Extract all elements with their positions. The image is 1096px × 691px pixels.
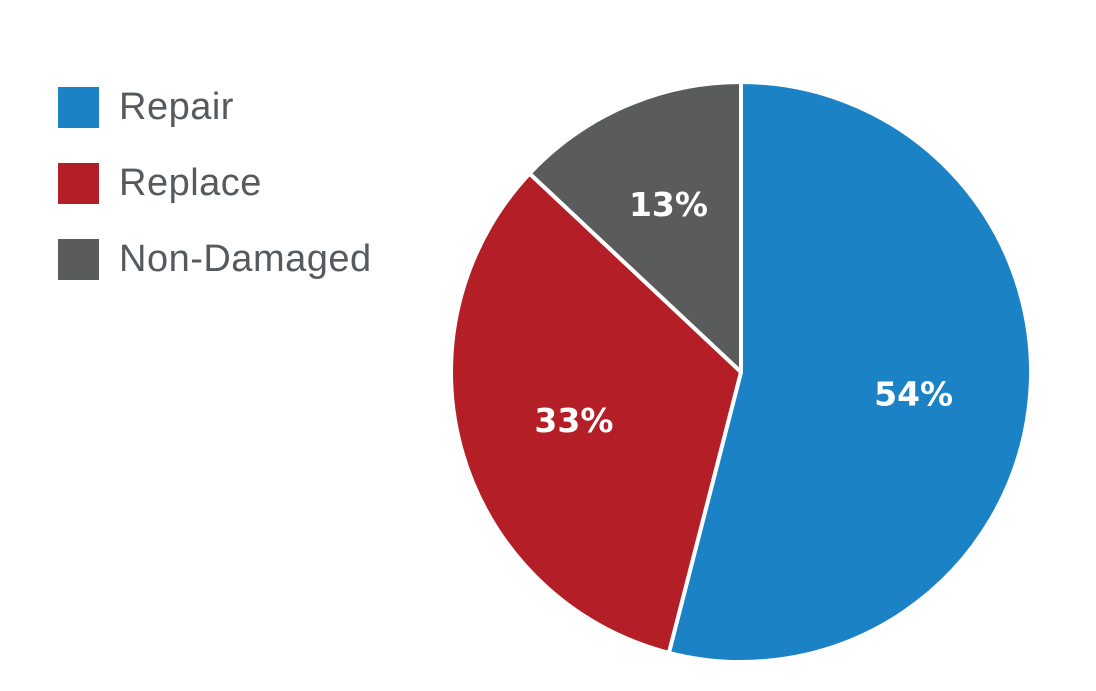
legend-label-replace: Replace bbox=[119, 161, 262, 204]
legend-item-repair: Repair bbox=[58, 82, 372, 132]
chart-legend: Repair Replace Non-Damaged bbox=[58, 82, 372, 310]
pie-slice-replace bbox=[449, 171, 743, 655]
legend-swatch-repair bbox=[58, 86, 99, 128]
legend-item-replace: Replace bbox=[58, 158, 372, 208]
pie-slice-non-damaged bbox=[527, 80, 743, 374]
legend-swatch-non-damaged bbox=[58, 238, 99, 280]
slice-label-repair: 54% bbox=[874, 374, 953, 413]
slice-label-replace: 33% bbox=[534, 401, 613, 440]
legend-swatch-replace bbox=[58, 162, 99, 204]
slice-label-non-damaged: 13% bbox=[629, 185, 708, 224]
legend-label-non-damaged: Non-Damaged bbox=[119, 237, 372, 280]
legend-label-repair: Repair bbox=[119, 85, 234, 128]
legend-item-non-damaged: Non-Damaged bbox=[58, 234, 372, 284]
pie-slice-repair bbox=[666, 80, 1033, 664]
